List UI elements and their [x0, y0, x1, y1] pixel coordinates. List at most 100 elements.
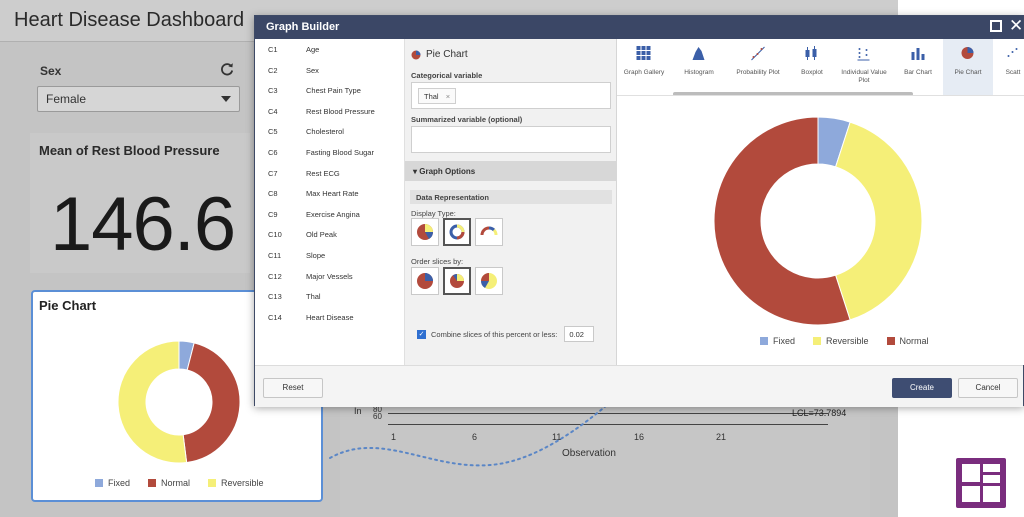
pie-card-title: Pie Chart	[39, 298, 97, 313]
categorical-variable-chip[interactable]: Thal ×	[418, 88, 457, 104]
variable-column-id: C4	[268, 106, 278, 116]
gallery-scrollbar[interactable]	[673, 92, 913, 95]
order-default-button[interactable]	[411, 267, 439, 295]
variable-row[interactable]: C12 Major Vessels	[255, 267, 405, 287]
x-tick-label: 21	[716, 432, 727, 442]
summarized-variable-label: Summarized variable (optional)	[411, 115, 523, 124]
gallery-item[interactable]: Histogram	[671, 39, 727, 95]
variable-name: Sex	[306, 65, 319, 75]
gallery-item[interactable]: Probability Plot	[727, 39, 789, 95]
gallery-item[interactable]: Boxplot	[789, 39, 835, 95]
variable-name: Fasting Blood Sugar	[306, 148, 374, 157]
order-decreasing-button[interactable]	[475, 267, 503, 295]
variable-column-id: C11	[268, 251, 282, 260]
variable-column-id: C12	[268, 271, 282, 281]
app-logo-icon	[956, 458, 1006, 508]
variable-row[interactable]: C1 Age	[255, 40, 405, 60]
mean-card-title: Mean of Rest Blood Pressure	[39, 143, 220, 158]
legend-item: Fixed	[760, 336, 795, 346]
control-chart: In 80 60 LCL=73.7894 1 6 11 16 21 Observ…	[340, 400, 870, 517]
display-type-label: Display Type:	[411, 209, 456, 218]
data-representation-section: Data Representation	[410, 190, 612, 204]
combine-slices-label: Combine slices of this percent or less:	[431, 329, 558, 339]
gallery-item[interactable]: Scatt	[993, 39, 1024, 95]
variable-name: Major Vessels	[306, 271, 353, 281]
combine-slices-checkbox[interactable]: ✓	[417, 329, 426, 339]
pie-card-legend: Fixed Normal Reversible	[95, 478, 264, 488]
control-chart-y-tick: 60	[373, 412, 382, 421]
lcl-line	[388, 413, 828, 414]
options-header: Pie Chart	[411, 49, 468, 60]
variable-column-id: C9	[268, 209, 278, 219]
legend-swatch	[813, 337, 822, 345]
gallery-item[interactable]: Bar Chart	[893, 39, 943, 95]
chevron-down-icon	[221, 96, 231, 102]
bar-chart-icon	[911, 48, 925, 60]
cancel-button[interactable]: Cancel	[958, 378, 1018, 398]
dialog-footer: Reset Create Cancel	[255, 365, 1023, 407]
variable-column-id: C10	[268, 230, 282, 240]
variable-column-id: C3	[268, 86, 278, 96]
variable-row[interactable]: C5 Cholesterol	[255, 122, 405, 142]
variable-row[interactable]: C6 Fasting Blood Sugar	[255, 143, 405, 163]
refresh-icon[interactable]	[218, 60, 236, 78]
legend-item: Fixed	[95, 478, 130, 488]
summarized-variable-field[interactable]	[411, 126, 611, 153]
categorical-variable-field[interactable]: Thal ×	[411, 82, 611, 109]
grid-icon	[636, 46, 651, 60]
display-type-donut-button[interactable]	[443, 218, 471, 246]
x-tick-label: 11	[552, 432, 562, 442]
create-button[interactable]: Create	[892, 378, 952, 398]
pie-order-decreasing-icon	[480, 273, 497, 289]
close-icon[interactable]: ✕	[1009, 16, 1024, 35]
variable-row[interactable]: C10 Old Peak	[255, 225, 405, 245]
variable-row[interactable]: C13 Thal	[255, 287, 405, 307]
variable-column-id: C13	[268, 292, 282, 302]
variable-row[interactable]: C14 Heart Disease	[255, 308, 405, 328]
scatterplot-icon	[1007, 48, 1018, 57]
chip-remove-icon[interactable]: ×	[445, 92, 451, 101]
pie-chart-icon	[411, 50, 421, 59]
legend-item: Reversible	[813, 336, 869, 346]
order-increasing-button[interactable]	[443, 267, 471, 295]
graph-options-section[interactable]: ▾ Graph Options	[405, 161, 617, 181]
collapse-caret-icon: ▾	[413, 167, 420, 176]
variable-name: Slope	[306, 251, 326, 260]
gallery-item[interactable]: Individual Value Plot	[835, 39, 893, 95]
variable-name: Cholesterol	[306, 127, 344, 137]
variable-list: C1 Age C2 Sex C3 Chest Pain Type C4 Rest Blood …	[255, 39, 405, 365]
combine-percent-input[interactable]: 0.02	[564, 326, 595, 342]
graph-options-label: Graph Options	[419, 167, 476, 176]
legend-item: Reversible	[208, 478, 264, 488]
maximize-icon[interactable]	[990, 20, 1002, 32]
mean-card-value: 146.6	[50, 182, 236, 267]
order-slices-label: Order slices by:	[411, 257, 464, 266]
variable-row[interactable]: C9 Exercise Angina	[255, 205, 405, 225]
options-header-label: Pie Chart	[426, 49, 468, 60]
graph-preview: Fixed Reversible Normal	[617, 96, 1024, 365]
variable-row[interactable]: C2 Sex	[255, 61, 405, 81]
gallery-item-label: Graph Gallery	[623, 69, 665, 76]
variable-column-id: C8	[268, 189, 278, 199]
variable-column-id: C6	[268, 148, 278, 157]
pie-slice-normal	[182, 342, 241, 464]
variable-name: Old Peak	[306, 230, 337, 240]
sex-filter-select[interactable]: Female	[37, 86, 240, 112]
variable-row[interactable]: C11 Slope	[255, 246, 405, 266]
variable-row[interactable]: C7 Rest ECG	[255, 164, 405, 184]
variable-row[interactable]: C4 Rest Blood Pressure	[255, 102, 405, 122]
variable-name: Exercise Angina	[306, 209, 360, 219]
display-type-pie-button[interactable]	[411, 218, 439, 246]
display-type-half-donut-button[interactable]	[475, 218, 503, 246]
gallery-item[interactable]: Pie Chart	[943, 39, 993, 95]
x-tick-label: 1	[391, 432, 397, 442]
variable-row[interactable]: C8 Max Heart Rate	[255, 184, 405, 204]
reset-button[interactable]: Reset	[263, 378, 323, 398]
legend-swatch	[886, 337, 895, 345]
pie-slice-normal	[713, 116, 851, 326]
options-pane: Pie Chart Categorical variable Thal × Su…	[405, 39, 617, 365]
gallery-item[interactable]: Graph Gallery	[617, 39, 671, 95]
half-donut-icon	[480, 226, 498, 236]
pie-order-default-icon	[417, 273, 433, 289]
variable-row[interactable]: C3 Chest Pain Type	[255, 81, 405, 101]
